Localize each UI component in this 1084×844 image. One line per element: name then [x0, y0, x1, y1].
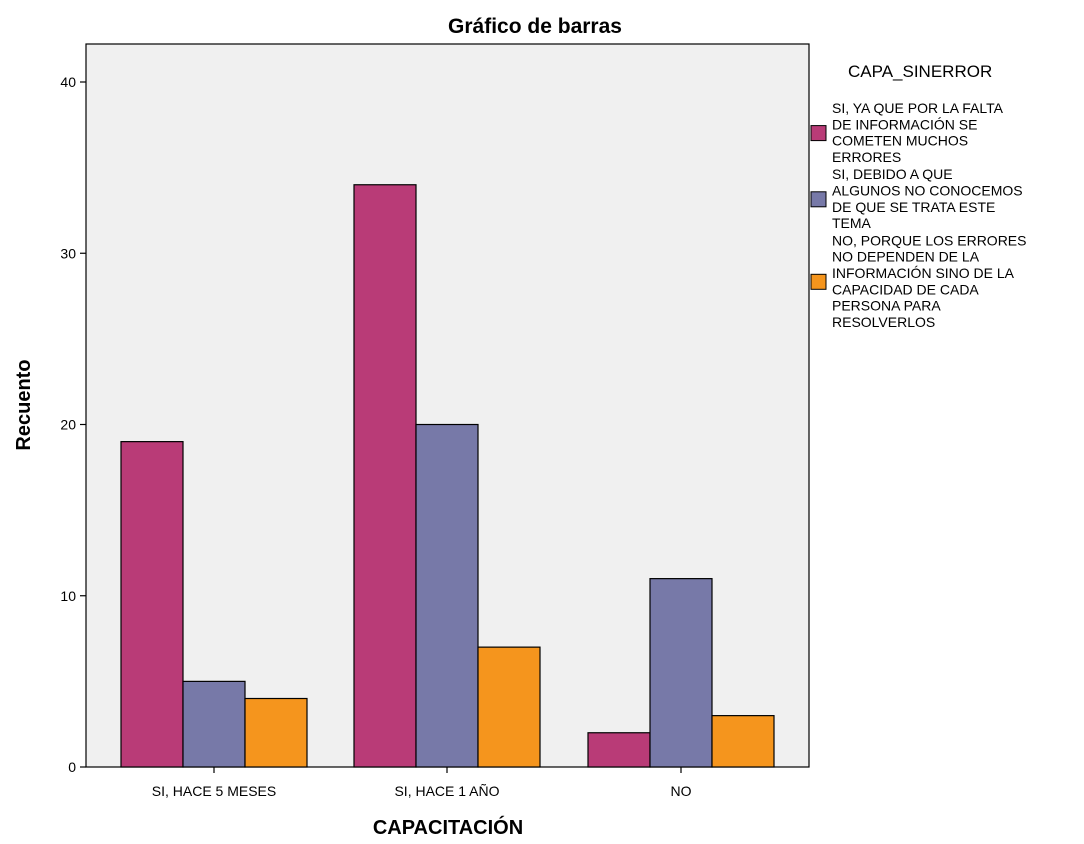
- legend-label-line: COMETEN MUCHOS: [832, 133, 968, 149]
- legend-label-line: SI, YA QUE POR LA FALTA: [832, 100, 1004, 116]
- legend: CAPA_SINERROR SI, YA QUE POR LA FALTA DE …: [810, 62, 1026, 330]
- bar: [182, 680, 246, 768]
- y-tick-label: 20: [60, 417, 76, 433]
- legend-label: NO, PORQUE LOS ERRORES NO DEPENDEN DE LA I…: [832, 232, 1026, 330]
- bar: [244, 697, 308, 768]
- legend-label-line: RESOLVERLOS: [832, 314, 935, 330]
- legend-label: SI, DEBIDO A QUE ALGUNOS NO CONOCEMOS DE Q…: [832, 166, 1023, 231]
- bars: [120, 184, 775, 768]
- legend-label-line: SI, DEBIDO A QUE: [832, 166, 953, 182]
- x-tick-label: NO: [671, 783, 692, 799]
- bar: [120, 441, 184, 768]
- y-axis: 0 10 20 30 40: [60, 74, 86, 775]
- legend-swatch: [810, 125, 827, 142]
- legend-swatch: [810, 191, 827, 208]
- y-tick-label: 0: [68, 759, 76, 775]
- legend-swatch: [810, 273, 827, 290]
- chart-title: Gráfico de barras: [448, 15, 622, 38]
- legend-label-line: PERSONA PARA: [832, 298, 941, 314]
- legend-title: CAPA_SINERROR: [848, 62, 992, 81]
- bar: [477, 646, 541, 768]
- bar: [587, 732, 651, 768]
- legend-label-line: INFORMACIÓN SINO DE LA: [832, 265, 1015, 281]
- legend-label-line: ALGUNOS NO CONOCEMOS: [832, 183, 1023, 199]
- x-tick-label: SI, HACE 1 AÑO: [394, 783, 499, 799]
- legend-label-line: NO, PORQUE LOS ERRORES: [832, 232, 1026, 248]
- bar: [649, 578, 713, 768]
- bar: [353, 184, 417, 768]
- y-tick-label: 40: [60, 74, 76, 90]
- x-tick-label: SI, HACE 5 MESES: [152, 783, 276, 799]
- legend-label-line: ERRORES: [832, 149, 901, 165]
- y-tick-label: 10: [60, 588, 76, 604]
- legend-label: SI, YA QUE POR LA FALTA DE INFORMACIÓN SE…: [832, 100, 1004, 165]
- x-axis-title: CAPACITACIÓN: [373, 815, 523, 839]
- legend-label-line: DE QUE SE TRATA ESTE: [832, 199, 995, 215]
- legend-label-line: DE INFORMACIÓN SE: [832, 116, 977, 132]
- x-axis: SI, HACE 5 MESES SI, HACE 1 AÑO NO: [152, 767, 692, 799]
- y-tick-label: 30: [60, 245, 76, 261]
- legend-label-line: CAPACIDAD DE CADA: [832, 281, 979, 297]
- bar: [415, 423, 479, 768]
- bar: [711, 715, 775, 768]
- y-axis-title: Recuento: [13, 359, 35, 450]
- legend-label-line: NO DEPENDEN DE LA: [832, 249, 980, 265]
- legend-label-line: TEMA: [832, 215, 872, 231]
